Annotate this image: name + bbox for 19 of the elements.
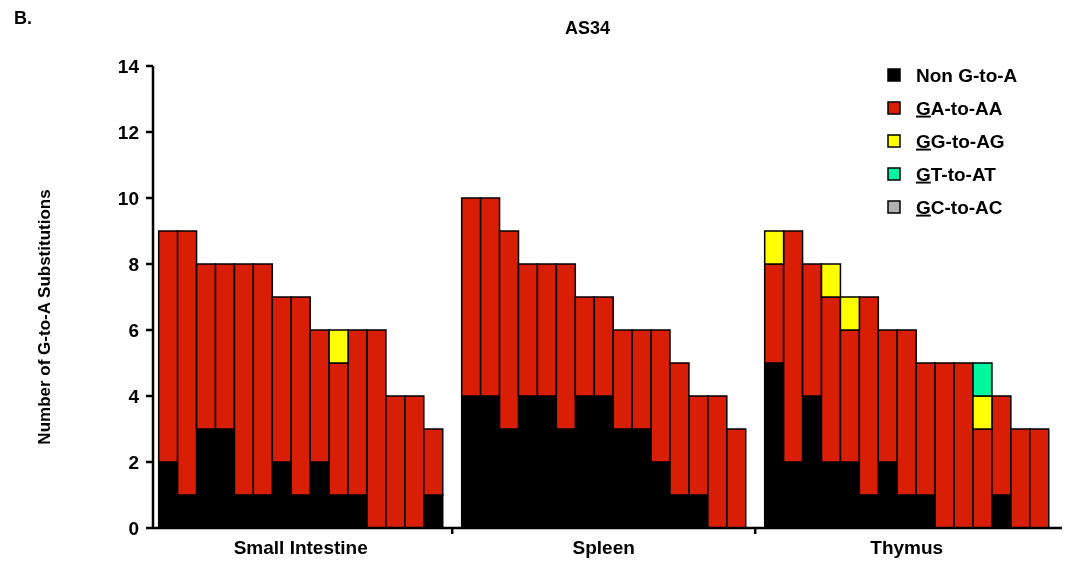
- y-tick-label: 8: [128, 253, 139, 275]
- chart-title: AS34: [564, 18, 611, 38]
- y-axis-title: Number of G-to-A Substitutions: [35, 189, 54, 445]
- y-tick-label: 14: [117, 55, 140, 77]
- x-tick-label: Spleen: [572, 537, 635, 558]
- legend-label: Non G-to-A: [916, 64, 1018, 86]
- legend-label: GC-to-AC: [916, 196, 1003, 218]
- y-tick-label: 12: [117, 121, 139, 143]
- y-tick-label: 2: [128, 451, 139, 473]
- legend-label: GA-to-AA: [916, 97, 1003, 119]
- x-tick-label: Small Intestine: [233, 537, 368, 558]
- legend-label: GT-to-AT: [916, 163, 997, 185]
- y-tick-label: 6: [128, 319, 139, 341]
- legend-label: GG-to-AG: [916, 130, 1005, 152]
- text: B.: [14, 8, 32, 28]
- y-tick-label: 10: [117, 187, 139, 209]
- y-tick-label: 4: [128, 385, 140, 407]
- x-tick-label: Thymus: [870, 537, 944, 558]
- y-tick-label: 0: [128, 517, 139, 539]
